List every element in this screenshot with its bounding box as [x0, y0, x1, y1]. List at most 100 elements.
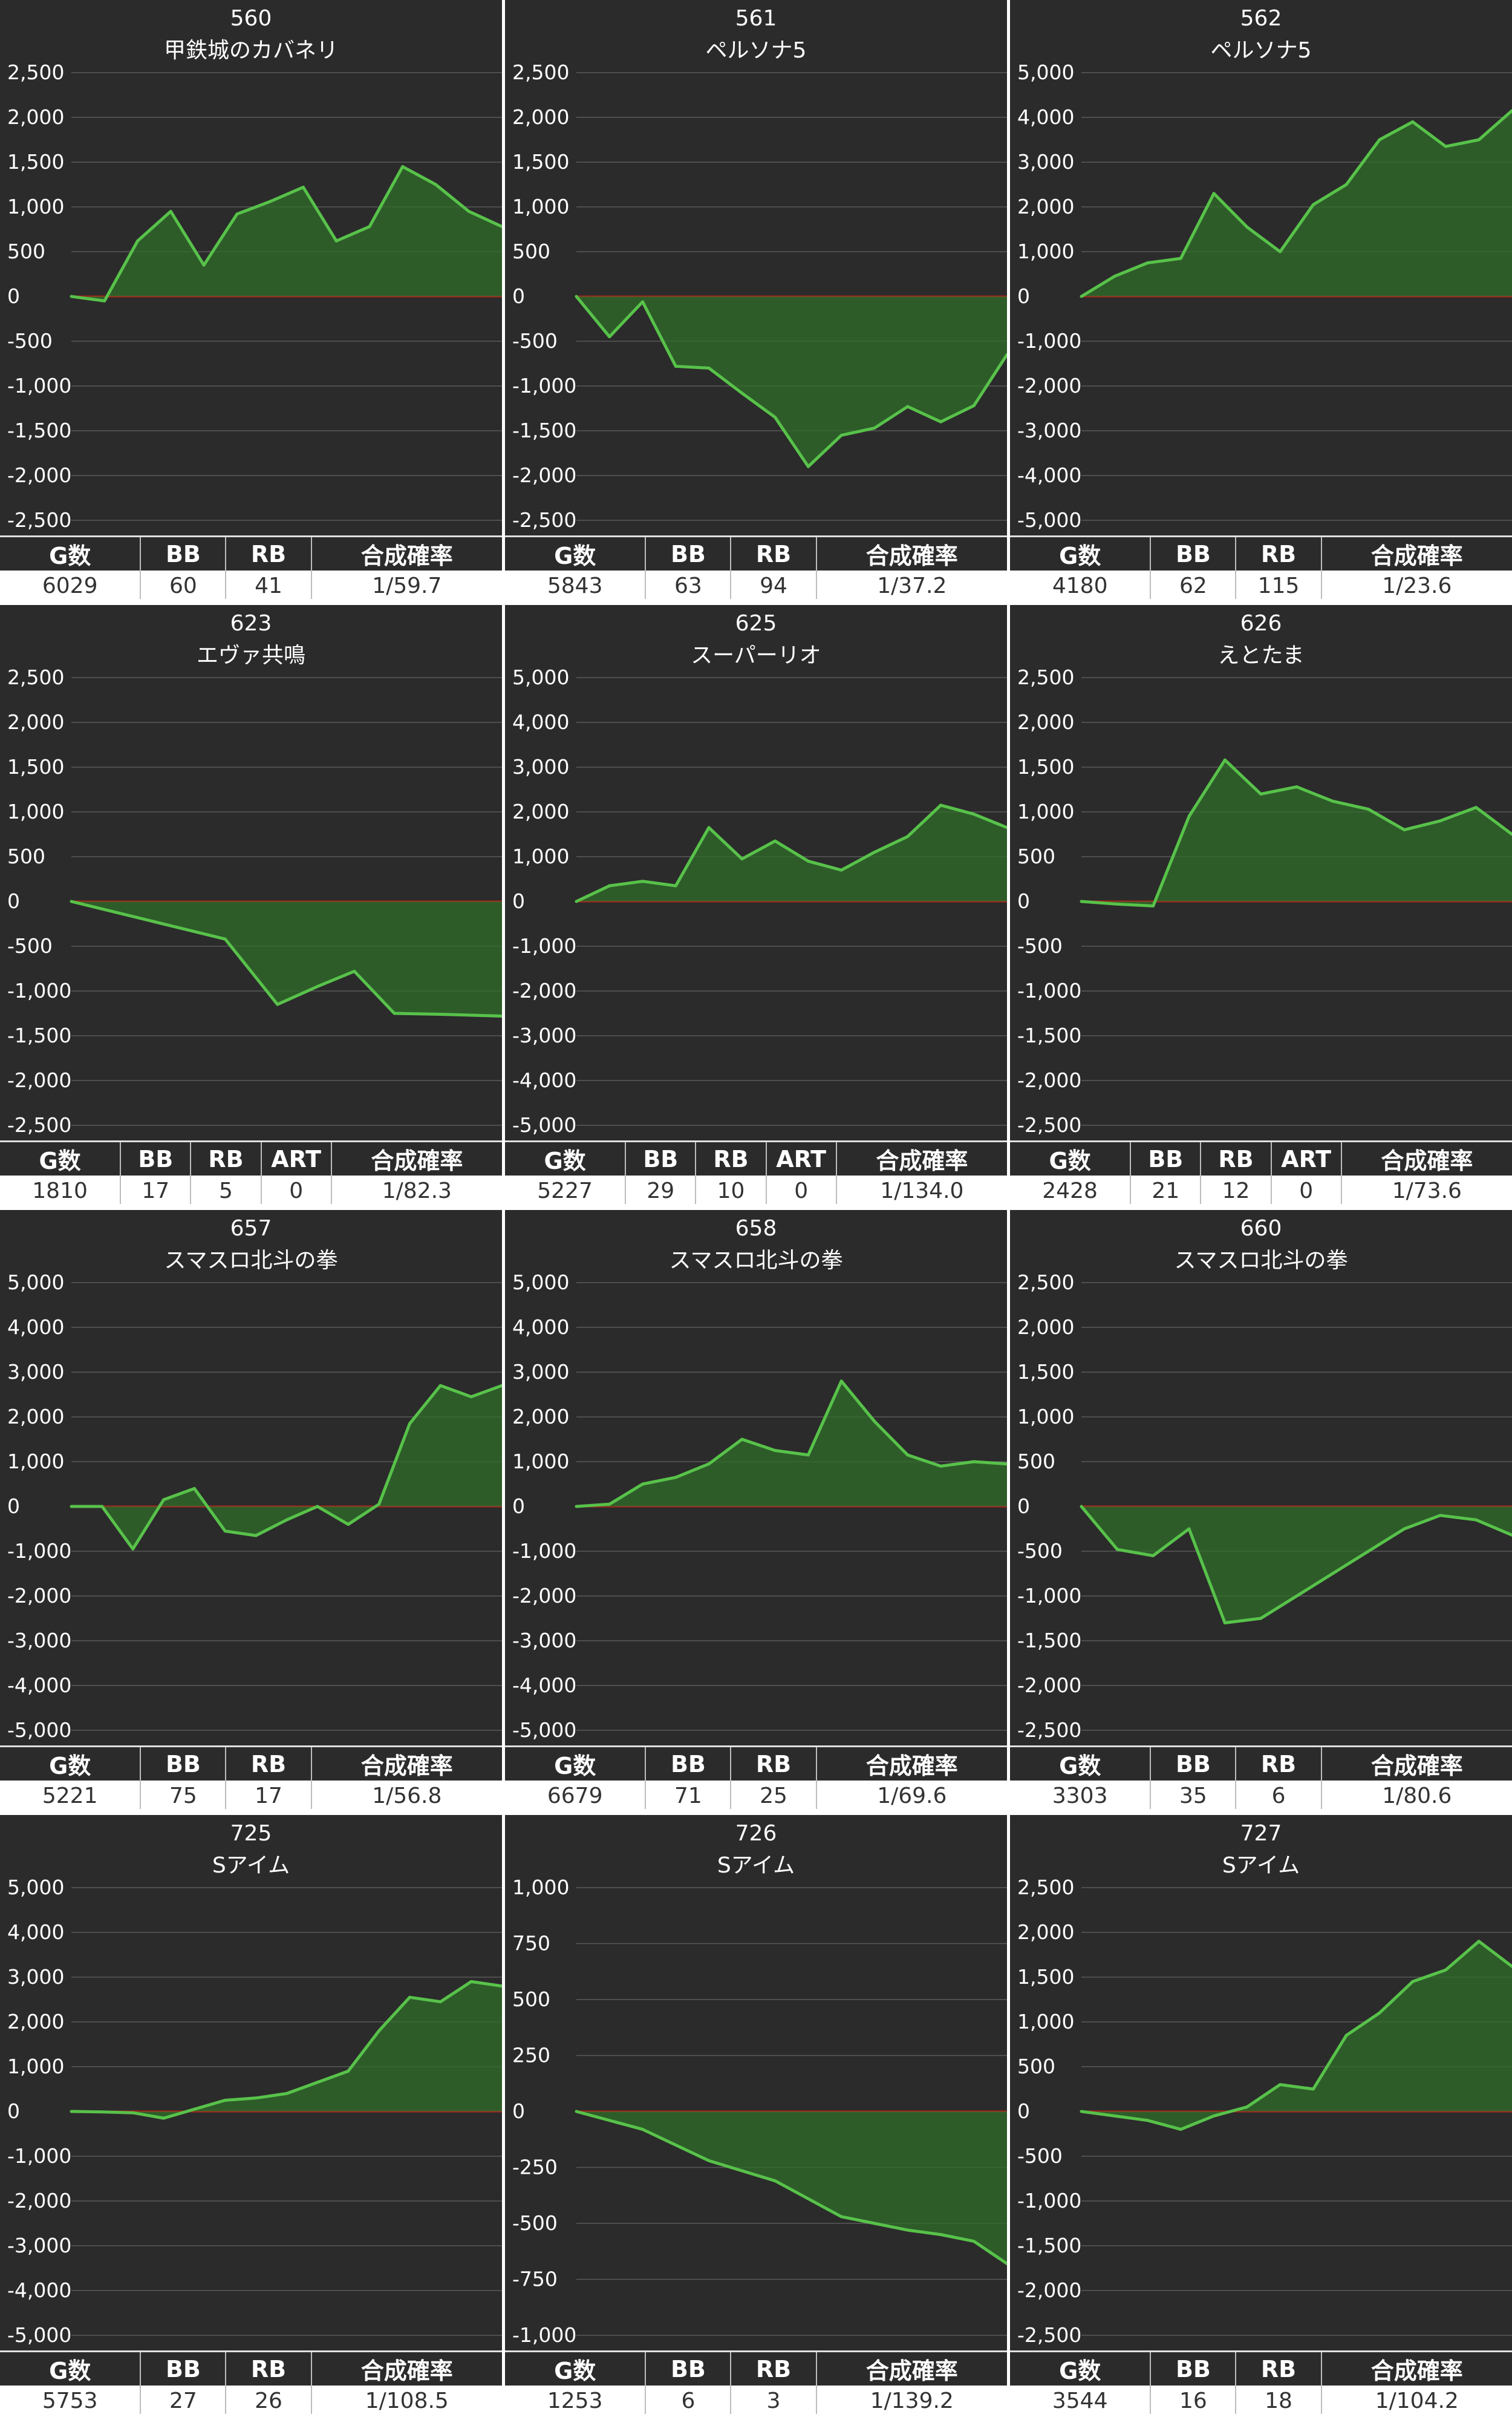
- data-point: [223, 1529, 227, 1533]
- data-point: [575, 1505, 578, 1508]
- data-point: [162, 1498, 166, 1502]
- stats-value: 1810: [0, 1176, 121, 1204]
- data-point: [500, 225, 502, 229]
- machine-panel[interactable]: 2,500 2,000 1,500 1,000 500 0 -500 -1,000 -1,500…: [0, 0, 502, 599]
- stats-header: BB: [645, 1745, 731, 1781]
- y-tick-label: -1,000: [7, 374, 71, 397]
- y-tick-label: 750: [512, 1932, 550, 1955]
- y-tick-label: 0: [7, 889, 20, 913]
- stats-header: BB: [120, 1140, 191, 1176]
- data-point: [162, 2116, 166, 2120]
- y-tick-label: -500: [7, 329, 53, 353]
- y-tick-label: 2,500: [512, 60, 569, 84]
- y-tick-label: 1,000: [7, 2055, 64, 2078]
- y-tick-label: -5,000: [1017, 508, 1081, 532]
- stats-header: BB: [1150, 535, 1236, 571]
- stats-header: G数: [1010, 535, 1151, 571]
- machine-panel[interactable]: 2,500 2,000 1,500 1,000 500 0 -500 -1,000 -1,500…: [1010, 1210, 1512, 1809]
- machine-panel[interactable]: 1,000 750 500 250 0 -250 -500 -750 -1,000 726 Sアイム…: [505, 1815, 1007, 2414]
- data-point: [641, 1482, 645, 1486]
- data-point: [254, 1534, 258, 1537]
- y-tick-label: -1,000: [512, 1539, 576, 1563]
- data-point: [674, 364, 677, 368]
- stats-value: 6: [1235, 1781, 1321, 1809]
- machine-panel[interactable]: 2,500 2,000 1,500 1,000 500 0 -500 -1,000 -1,500…: [1010, 1815, 1512, 2414]
- y-tick-label: 5,000: [1017, 60, 1074, 84]
- machine-panel[interactable]: 5,000 4,000 3,000 2,000 1,000 0 -1,000 -2,000 -3…: [505, 1210, 1007, 1809]
- stats-header: 合成確率: [310, 2350, 502, 2386]
- y-tick-label: 3,000: [512, 755, 569, 779]
- y-tick-label: 3,000: [512, 1360, 569, 1384]
- stats-header: 合成確率: [815, 1745, 1007, 1781]
- stats-value: 5: [190, 1176, 261, 1204]
- machine-title: エヴァ共鳴: [196, 643, 305, 668]
- data-point: [641, 880, 645, 883]
- stats-header: RB: [225, 1745, 311, 1781]
- data-point: [972, 404, 976, 408]
- y-tick-label: -4,000: [1017, 463, 1081, 487]
- graph-svg: 5,000 4,000 3,000 2,000 1,000 0 -1,000 -2,000 -3…: [7, 1270, 502, 1742]
- y-tick-label: -1,000: [512, 374, 576, 397]
- y-tick-label: 1,000: [1017, 2010, 1074, 2033]
- stats-value: 12: [1200, 1176, 1271, 1204]
- stats-value: 6679: [505, 1781, 646, 1809]
- machine-panel[interactable]: 2,500 2,000 1,500 1,000 500 0 -500 -1,000 -1,500…: [505, 0, 1007, 599]
- y-tick-label: -2,000: [1017, 1068, 1081, 1092]
- data-point: [131, 2111, 135, 2114]
- y-tick-label: -1,000: [7, 1539, 71, 1563]
- data-point: [1179, 257, 1182, 260]
- machine-title: スマスロ北斗の拳: [669, 1248, 843, 1273]
- y-tick-label: -500: [512, 329, 558, 353]
- data-point: [873, 851, 876, 854]
- y-tick-label: 0: [512, 2099, 525, 2123]
- stats-header: RB: [730, 1745, 816, 1781]
- stats-value: 1/139.2: [815, 2386, 1007, 2414]
- stats-table: G数 BB RB 合成確率 6029 60 41 1/59.7: [0, 535, 502, 599]
- y-tick-label: 500: [512, 240, 550, 263]
- stats-value: 115: [1235, 571, 1321, 599]
- y-tick-label: -1,000: [1017, 1584, 1081, 1607]
- stats-value: 63: [645, 571, 731, 599]
- y-tick-label: 1,500: [7, 755, 64, 779]
- y-tick-label: -2,000: [7, 463, 71, 487]
- stats-value: 5843: [505, 571, 646, 599]
- machine-panel[interactable]: 5,000 4,000 3,000 2,000 1,000 0 -1,000 -2,000 -3…: [1010, 0, 1512, 599]
- y-tick-label: 2,000: [512, 1405, 569, 1428]
- graph-svg: 2,500 2,000 1,500 1,000 500 0 -500 -1,000 -1,500…: [1017, 666, 1512, 1137]
- y-tick-label: 3,000: [7, 1360, 64, 1384]
- machine-panel[interactable]: 5,000 4,000 3,000 2,000 1,000 0 -1,000 -2,000 -3…: [0, 1210, 502, 1809]
- machine-panel[interactable]: 5,000 4,000 3,000 2,000 1,000 0 -1,000 -2,000 -3…: [0, 1815, 502, 2414]
- y-tick-label: 1,000: [1017, 1405, 1074, 1428]
- stats-value: 3303: [1010, 1781, 1151, 1809]
- data-point: [1510, 109, 1512, 113]
- stats-header: 合成確率: [1320, 1745, 1512, 1781]
- data-point: [368, 225, 371, 229]
- machine-title: スマスロ北斗の拳: [1174, 1248, 1348, 1273]
- data-point: [1331, 799, 1334, 803]
- machine-panel[interactable]: 5,000 4,000 3,000 2,000 1,000 0 -1,000 -2,000 -3…: [505, 605, 1007, 1204]
- data-point: [707, 366, 711, 370]
- machine-panel[interactable]: 2,500 2,000 1,500 1,000 500 0 -500 -1,000 -1,500…: [1010, 605, 1512, 1204]
- series-line: [71, 165, 502, 302]
- data-point: [1080, 2110, 1083, 2113]
- data-point: [1259, 1617, 1263, 1620]
- data-point: [906, 405, 910, 408]
- y-tick-label: 2,000: [1017, 195, 1074, 218]
- data-point: [1113, 2114, 1116, 2118]
- data-point: [469, 1395, 473, 1399]
- y-tick-label: 1,000: [7, 1450, 64, 1473]
- y-tick-label: -4,000: [512, 1673, 576, 1697]
- data-point: [674, 1476, 677, 1479]
- stats-header: G数: [1010, 1745, 1151, 1781]
- data-point: [1179, 2128, 1182, 2131]
- y-tick-label: 4,000: [512, 1315, 569, 1339]
- y-tick-label: 0: [7, 2099, 20, 2123]
- y-tick-label: -1,000: [1017, 2189, 1081, 2212]
- data-point: [377, 1502, 381, 1506]
- stats-value: 3544: [1010, 2386, 1151, 2414]
- y-tick-label: 1,500: [512, 150, 569, 174]
- graph-svg: 5,000 4,000 3,000 2,000 1,000 0 -1,000 -2,000 -3…: [1017, 60, 1512, 532]
- y-tick-label: -4,000: [512, 1068, 576, 1092]
- machine-panel[interactable]: 2,500 2,000 1,500 1,000 500 0 -500 -1,000 -1,500…: [0, 605, 502, 1204]
- stats-value: 18: [1235, 2386, 1321, 2414]
